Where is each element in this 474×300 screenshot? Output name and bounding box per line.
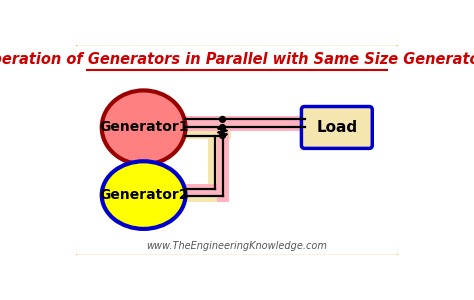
Bar bbox=[185, 116, 305, 131]
Circle shape bbox=[219, 124, 226, 130]
Bar bbox=[208, 132, 226, 202]
Bar bbox=[185, 116, 230, 140]
Circle shape bbox=[219, 116, 226, 122]
FancyBboxPatch shape bbox=[301, 106, 372, 148]
Circle shape bbox=[219, 133, 226, 138]
Text: Generator2: Generator2 bbox=[99, 188, 188, 202]
Ellipse shape bbox=[102, 161, 185, 229]
Ellipse shape bbox=[102, 90, 185, 164]
Text: Load: Load bbox=[316, 120, 357, 135]
Bar bbox=[185, 184, 222, 196]
Bar bbox=[217, 132, 229, 202]
Bar bbox=[185, 188, 217, 202]
Text: Generator1: Generator1 bbox=[99, 121, 188, 134]
Text: www.TheEngineeringKnowledge.com: www.TheEngineeringKnowledge.com bbox=[146, 241, 328, 251]
FancyBboxPatch shape bbox=[74, 43, 400, 257]
Text: Operation of Generators in Parallel with Same Size Generators: Operation of Generators in Parallel with… bbox=[0, 52, 474, 67]
